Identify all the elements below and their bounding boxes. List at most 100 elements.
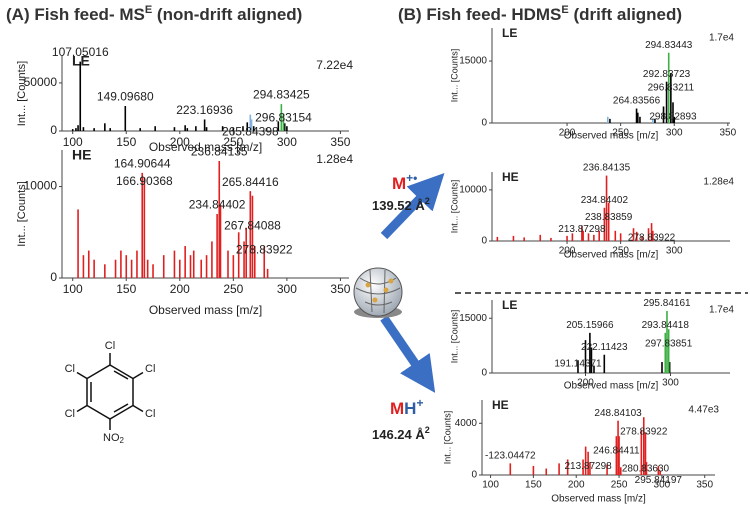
intensity-label: 7.22e4: [316, 58, 353, 72]
x-tick-label: 350: [330, 135, 350, 149]
y-tick-label: 15000: [459, 56, 487, 67]
title-text: (B) Fish feed- HDMS: [398, 5, 561, 24]
x-tick-label: 250: [612, 128, 629, 139]
spectrum-label: HE: [492, 398, 509, 412]
y-tick-label: 4000: [455, 418, 478, 429]
atom-label: Cl: [105, 340, 115, 352]
x-tick-label: 350: [330, 282, 350, 296]
x-tick-label: 300: [666, 128, 683, 139]
peak-label: 280.83630: [622, 463, 670, 474]
ccs-value: 139.52 Å: [372, 198, 425, 213]
y-tick-label: 50000: [24, 75, 58, 89]
peak-label: 248.84103: [594, 408, 642, 419]
ion-label: MH+: [390, 396, 423, 418]
panel-a-title: (A) Fish feed- MSE (non-drift aligned): [6, 4, 302, 25]
ion-main: M: [390, 399, 404, 418]
intensity-label: 4.47e3: [688, 405, 719, 416]
peak-label: 267.84088: [224, 218, 281, 232]
peak-label: 295.84197: [635, 475, 683, 486]
ccs-sup: 2: [425, 425, 430, 435]
ccs-value: 146.24 Å: [372, 427, 425, 442]
x-tick-label: 100: [63, 135, 83, 149]
peak-label: 236.84135: [583, 163, 631, 174]
y-axis-label: Int... [Counts]: [449, 180, 459, 234]
spectrum-label: LE: [72, 53, 90, 69]
atom-label: Cl: [65, 408, 75, 420]
x-tick-label: 250: [611, 480, 628, 491]
y-axis-label: Int... [Counts]: [442, 411, 452, 465]
x-tick-label: 150: [525, 480, 542, 491]
peak-label: 296.83211: [648, 83, 695, 94]
peak-label: 238.83859: [585, 212, 633, 223]
peak-label: -123.04472: [485, 451, 536, 462]
x-tick-label: 350: [720, 128, 737, 139]
y-tick-label: 0: [481, 236, 487, 247]
ion-main: M: [392, 174, 406, 193]
spectrum: 0 4000 100 150 200 250 300 350 Observed mass [m/…: [442, 398, 719, 504]
peak-label: 278.83922: [236, 243, 293, 257]
x-tick-label: 150: [116, 135, 136, 149]
x-axis-label: Observed mass [m/z]: [564, 131, 659, 142]
y-axis-label: Int... [Counts]: [449, 49, 459, 103]
atom-label: Cl: [145, 363, 155, 375]
peak-label: 164.90644: [114, 157, 171, 171]
title-suffix: (drift aligned): [569, 5, 682, 24]
x-tick-label: 100: [63, 282, 83, 296]
peak-label: 264.83566: [613, 96, 661, 107]
y-tick-label: 0: [50, 270, 57, 284]
x-tick-label: 200: [568, 480, 585, 491]
x-axis-label: Observed mass [m/z]: [149, 303, 262, 317]
peak-label: 292.83723: [643, 69, 691, 80]
y-axis-label: Int... [Counts]: [16, 181, 28, 246]
x-tick-label: 300: [277, 135, 297, 149]
peak-label: 234.84402: [581, 195, 629, 206]
peak-label: 213.87298: [558, 224, 606, 235]
peak-label: 205.15966: [566, 320, 614, 331]
atom-label: Cl: [65, 363, 75, 375]
peak-label: 246.84411: [593, 445, 640, 456]
x-tick-label: 250: [223, 282, 243, 296]
peak-label: 166.90368: [116, 174, 173, 188]
arrow: [380, 173, 445, 240]
peak-label: 223.16936: [176, 103, 233, 117]
ion-label: M+•: [392, 171, 417, 193]
peak-label: 265.84398: [222, 124, 279, 138]
structure: Cl Cl Cl Cl Cl NO2: [65, 340, 156, 445]
y-tick-label: 10000: [24, 179, 58, 193]
peak-label: 107.05016: [52, 45, 109, 59]
x-tick-label: 200: [559, 246, 576, 257]
x-tick-label: 200: [577, 378, 594, 389]
x-tick-label: 300: [277, 282, 297, 296]
x-tick-label: 300: [666, 246, 683, 257]
x-axis-label: Observed mass [m/z]: [551, 494, 646, 505]
spectrum: 0 50000 100 150 200 250 300 350 Observed mass [m…: [16, 45, 353, 154]
spectrum: 0 10000 100 150 200 250 300 350 Observed mass [m…: [16, 145, 353, 318]
spectrum-label: HE: [502, 170, 519, 184]
ion-charge: +: [416, 396, 423, 410]
peak-label: 213.87298: [564, 461, 612, 472]
atom-label: NO: [103, 432, 120, 444]
title-suffix: (non-drift aligned): [152, 5, 302, 24]
y-tick-label: 15000: [459, 313, 487, 324]
title-text: (A) Fish feed- MS: [6, 5, 145, 24]
atom-sub: 2: [120, 436, 125, 445]
x-tick-label: 250: [612, 246, 629, 257]
peak-label: 295.84161: [643, 298, 691, 309]
y-tick-label: 0: [481, 368, 487, 379]
spectrum: 0 10000 200 250 300 Observed mass [m/z] Int...…: [449, 163, 734, 261]
ccs-label: 146.24 Å2: [372, 425, 430, 442]
drift-cell-icon: [353, 267, 403, 318]
title-sup: E: [561, 4, 568, 16]
x-tick-label: 250: [223, 135, 243, 149]
spectrum-label: HE: [72, 147, 91, 163]
x-axis-label: Observed mass [m/z]: [564, 381, 659, 392]
spectrum-label: LE: [502, 298, 517, 312]
intensity-label: 1.28e4: [316, 152, 353, 166]
intensity-label: 1.7e4: [709, 33, 734, 44]
y-axis-label: Int... [Counts]: [16, 61, 28, 126]
y-tick-label: 0: [481, 118, 487, 129]
x-axis-label: Observed mass [m/z]: [564, 250, 659, 261]
ion-h: H: [404, 399, 416, 418]
peak-label: 265.84416: [222, 175, 279, 189]
x-tick-label: 300: [654, 480, 671, 491]
